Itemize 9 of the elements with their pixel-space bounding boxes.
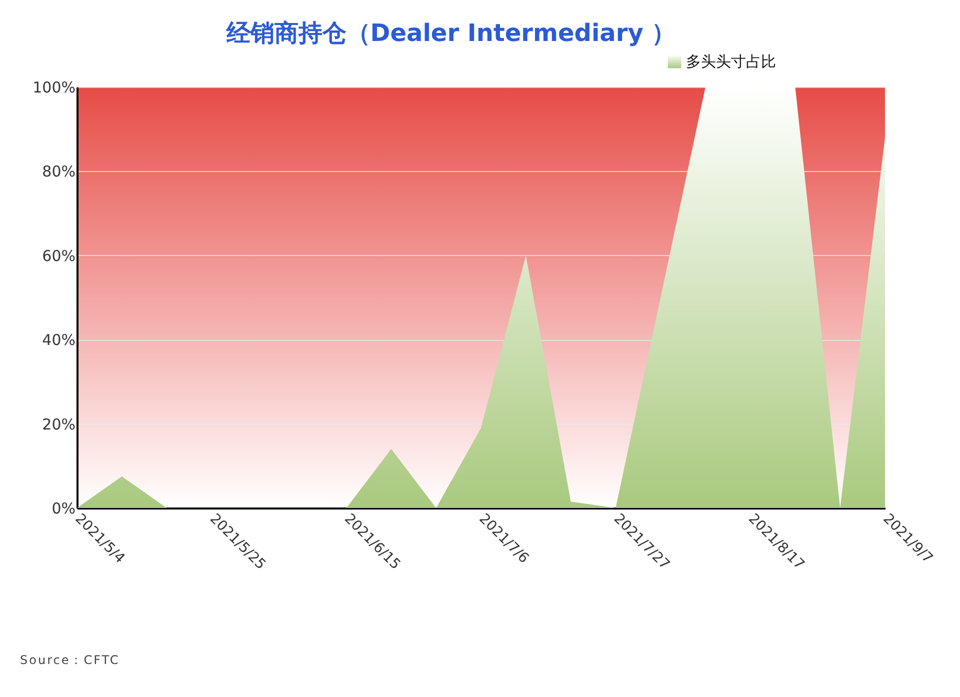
y-tick-label: 100% bbox=[32, 78, 76, 96]
y-tick-label: 80% bbox=[42, 162, 76, 181]
y-tick-label: 40% bbox=[42, 331, 76, 350]
y-tick-label: 20% bbox=[42, 415, 76, 434]
legend-label: 多头头寸占比 bbox=[686, 52, 776, 70]
source-note: Source：CFTC bbox=[20, 652, 120, 669]
chart-title: 经销商持仓（Dealer Intermediary ） bbox=[225, 19, 676, 47]
y-tick-label: 0% bbox=[52, 500, 76, 518]
y-tick-label: 60% bbox=[42, 246, 76, 265]
